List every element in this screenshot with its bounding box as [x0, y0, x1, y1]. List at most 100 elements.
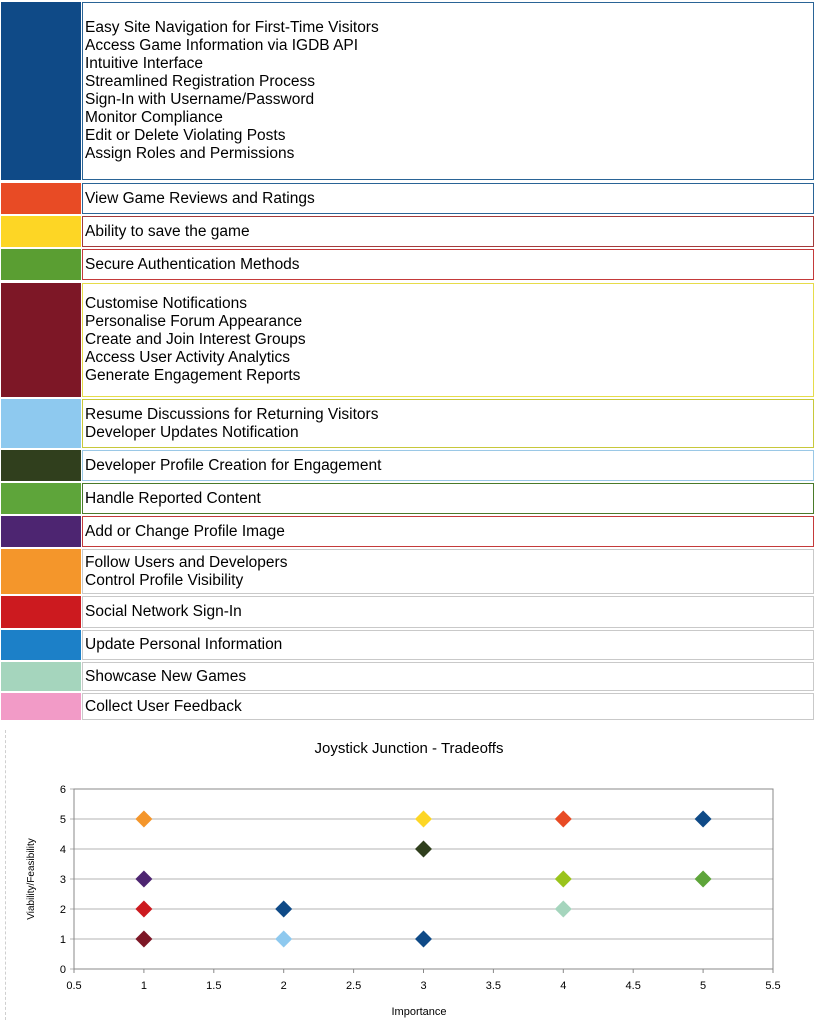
color-swatch — [1, 662, 81, 691]
data-point — [554, 810, 572, 828]
data-point — [135, 930, 153, 948]
data-point — [275, 930, 293, 948]
y-tick-labels: 0 1 2 3 4 5 6 — [60, 784, 66, 976]
color-swatch — [1, 450, 81, 481]
legend-text-box: Add or Change Profile Image — [82, 516, 814, 547]
data-points — [135, 810, 712, 948]
page-divider — [5, 730, 6, 1020]
y-tick-label: 1 — [60, 934, 66, 946]
color-swatch — [1, 596, 81, 628]
color-swatch — [1, 399, 81, 448]
legend-item-label: Generate Engagement Reports — [85, 367, 301, 384]
legend-item-label: Showcase New Games — [85, 667, 247, 685]
x-tick-label: 3 — [420, 980, 426, 992]
color-swatch — [1, 283, 81, 397]
legend-text-box: Showcase New Games — [82, 662, 814, 691]
legend-item-label: Customise Notifications — [85, 295, 247, 312]
data-point — [135, 900, 153, 918]
color-swatch — [1, 249, 81, 280]
legend-item-label: Add or Change Profile Image — [85, 522, 285, 540]
legend-text-box: Ability to save the game — [82, 216, 814, 247]
legend-item-label: Collect User Feedback — [85, 697, 242, 715]
data-point — [694, 870, 712, 888]
legend-text-box: Handle Reported Content — [82, 483, 814, 514]
legend-item-label: Developer Updates Notification — [85, 423, 299, 441]
data-point — [275, 900, 293, 918]
legend-item-label: Create and Join Interest Groups — [85, 331, 306, 348]
x-tick-label: 2.5 — [346, 980, 361, 992]
color-swatch — [1, 693, 81, 720]
legend-row: Ability to save the game — [1, 216, 814, 247]
legend-item-label: Streamlined Registration Process — [85, 73, 316, 90]
legend-text-box: Customise Notifications Personalise Forum… — [82, 283, 814, 397]
x-tick-label: 3.5 — [486, 980, 501, 992]
legend-item-label: Edit or Delete Violating Posts — [85, 127, 286, 144]
legend-row: Update Personal Information — [1, 630, 814, 660]
data-point — [694, 810, 712, 828]
chart-svg: Joystick Junction - Tradeoffs 0 1 2 3 4 5 6 0.… — [26, 740, 781, 1018]
legend-text-box: Update Personal Information — [82, 630, 814, 660]
legend-row: Showcase New Games — [1, 662, 814, 691]
y-tick-label: 3 — [60, 874, 66, 886]
x-tick-label: 5 — [700, 980, 706, 992]
legend-item-label: Intuitive Interface — [85, 55, 204, 72]
legend-text-box: Collect User Feedback — [82, 693, 814, 720]
legend-row: Resume Discussions for Returning Visitor… — [1, 399, 814, 448]
data-point — [415, 810, 432, 828]
legend-item-label: Access User Activity Analytics — [85, 349, 291, 366]
x-tick-label: 0.5 — [66, 980, 81, 992]
x-tick-label: 1.5 — [206, 980, 221, 992]
color-swatch — [1, 516, 81, 547]
x-tick-label: 1 — [141, 980, 147, 992]
y-tick-label: 2 — [60, 904, 66, 916]
legend-text-box: Developer Profile Creation for Engagemen… — [82, 450, 814, 481]
legend-row: Follow Users and Developers Control Profi… — [1, 549, 814, 594]
data-point — [135, 810, 153, 828]
legend-row: Developer Profile Creation for Engagemen… — [1, 450, 814, 481]
x-tick-labels: 0.5 1 1.5 2 2.5 3 3.5 4 4.5 5 5.5 — [66, 980, 780, 992]
y-tick-label: 6 — [60, 784, 66, 796]
legend-item-label: Resume Discussions for Returning Visitor… — [85, 405, 379, 423]
legend-row: Easy Site Navigation for First-Time Visi… — [1, 2, 814, 180]
x-tick-label: 5.5 — [765, 980, 780, 992]
x-axis-label: Importance — [391, 1006, 446, 1018]
data-point — [415, 930, 432, 948]
legend-text-box: Resume Discussions for Returning Visitor… — [82, 399, 814, 448]
legend-item-label: Monitor Compliance — [85, 109, 223, 126]
data-point — [135, 870, 153, 888]
legend-item-label: Handle Reported Content — [85, 489, 261, 507]
legend-item-label: Update Personal Information — [85, 636, 283, 653]
color-swatch — [1, 630, 81, 660]
chart-title: Joystick Junction - Tradeoffs — [315, 740, 504, 757]
color-swatch — [1, 183, 81, 214]
legend-item-label: Assign Roles and Permissions — [85, 145, 295, 162]
x-tick-label: 2 — [281, 980, 287, 992]
legend-text-box: Easy Site Navigation for First-Time Visi… — [82, 2, 814, 180]
y-tick-label: 4 — [60, 844, 66, 856]
legend-item-label: View Game Reviews and Ratings — [85, 189, 315, 207]
legend-item-label: Personalise Forum Appearance — [85, 313, 303, 330]
plot-frame — [73, 788, 774, 970]
color-swatch — [1, 216, 81, 247]
legend-row: Add or Change Profile Image — [1, 516, 814, 547]
x-tick-label: 4.5 — [626, 980, 641, 992]
legend-row: Collect User Feedback — [1, 693, 814, 720]
legend-item-label: Control Profile Visibility — [85, 571, 244, 589]
legend-item-label: Secure Authentication Methods — [85, 255, 300, 273]
legend-text-box: Secure Authentication Methods — [82, 249, 814, 280]
color-swatch — [1, 2, 81, 180]
legend-item-label: Easy Site Navigation for First-Time Visi… — [85, 19, 379, 36]
data-point — [415, 840, 432, 858]
legend-item-label: Ability to save the game — [85, 222, 250, 240]
y-tick-label: 0 — [60, 964, 66, 976]
color-swatch — [1, 549, 81, 594]
legend-item-label: Access Game Information via IGDB API — [85, 37, 359, 54]
y-axis-label: Viability/Feasibility — [26, 838, 37, 920]
tradeoffs-chart: Joystick Junction - Tradeoffs 0 1 2 3 4 5 6 0.… — [0, 728, 818, 1024]
legend-item-label: Follow Users and Developers — [85, 553, 288, 571]
legend-row: Customise Notifications Personalise Forum… — [1, 283, 814, 397]
legend-row: Handle Reported Content — [1, 483, 814, 514]
legend-row: View Game Reviews and Ratings — [1, 183, 814, 214]
legend-item-label: Developer Profile Creation for Engagemen… — [85, 456, 382, 474]
legend-row: Secure Authentication Methods — [1, 249, 814, 280]
